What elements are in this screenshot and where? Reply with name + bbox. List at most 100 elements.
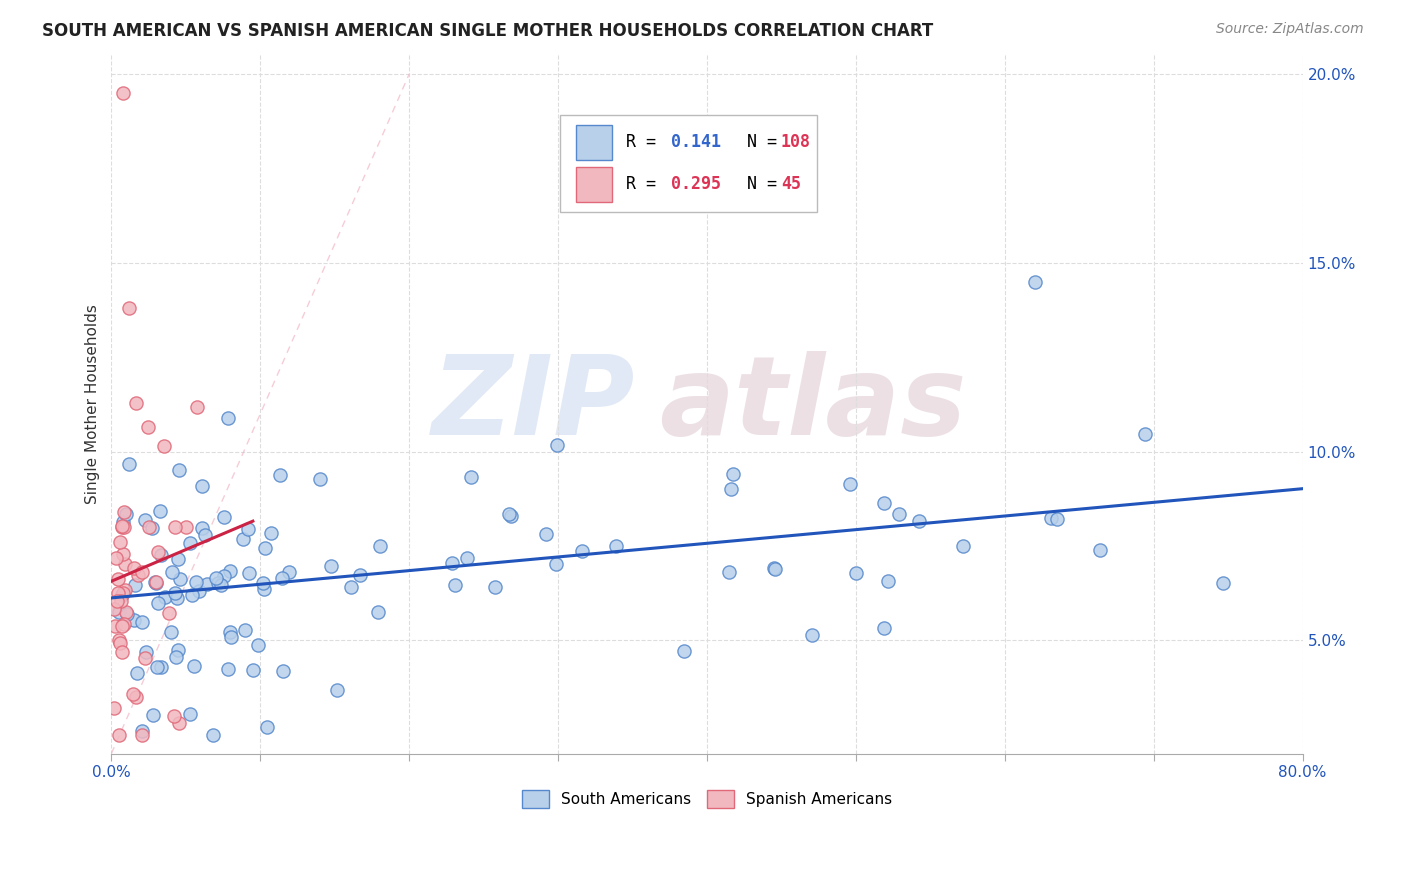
- Point: [112, 86, 135, 100]
- Point: [233, 623, 256, 637]
- Point: [605, 539, 627, 553]
- Point: [1040, 511, 1063, 525]
- Point: [138, 520, 160, 534]
- Point: [253, 541, 276, 556]
- Text: 45: 45: [780, 176, 801, 194]
- Point: [762, 560, 785, 574]
- Point: [326, 682, 349, 697]
- Point: [118, 301, 141, 315]
- Point: [271, 571, 294, 585]
- Point: [534, 526, 557, 541]
- Point: [125, 690, 148, 704]
- Point: [135, 645, 157, 659]
- Point: [183, 658, 205, 673]
- Point: [218, 564, 240, 578]
- Point: [136, 420, 159, 434]
- Point: [108, 636, 131, 650]
- Point: [114, 582, 136, 597]
- Point: [839, 477, 862, 491]
- Text: Source: ZipAtlas.com: Source: ZipAtlas.com: [1216, 22, 1364, 37]
- Point: [179, 535, 201, 549]
- Point: [349, 568, 371, 582]
- Point: [150, 660, 173, 674]
- Point: [112, 617, 135, 632]
- Point: [111, 520, 134, 534]
- Point: [124, 613, 146, 627]
- Point: [1212, 576, 1234, 591]
- Point: [103, 701, 125, 715]
- Point: [444, 578, 467, 592]
- Point: [165, 586, 187, 600]
- Point: [260, 526, 283, 541]
- Point: [873, 621, 896, 635]
- Text: ZIP: ZIP: [432, 351, 636, 458]
- Point: [174, 520, 197, 534]
- Point: [167, 716, 190, 731]
- Point: [111, 618, 134, 632]
- Point: [153, 590, 176, 604]
- Point: [166, 643, 188, 657]
- Point: [456, 551, 478, 566]
- Point: [167, 463, 190, 477]
- Point: [207, 575, 229, 590]
- Point: [145, 576, 167, 591]
- Point: [194, 528, 217, 542]
- Point: [112, 505, 135, 519]
- Point: [219, 625, 242, 640]
- Legend: South Americans, Spanish Americans: South Americans, Spanish Americans: [513, 783, 900, 815]
- Point: [157, 606, 180, 620]
- Point: [146, 544, 169, 558]
- Point: [131, 566, 153, 580]
- Point: [131, 728, 153, 742]
- Point: [127, 666, 149, 681]
- Point: [179, 707, 201, 722]
- Point: [201, 728, 224, 742]
- Point: [108, 605, 131, 619]
- Point: [115, 605, 138, 619]
- Point: [718, 566, 741, 580]
- Point: [219, 630, 242, 644]
- Point: [187, 584, 209, 599]
- Point: [127, 568, 149, 582]
- Point: [498, 508, 520, 522]
- Point: [873, 496, 896, 510]
- Point: [104, 550, 127, 565]
- Point: [131, 615, 153, 629]
- Point: [115, 607, 138, 621]
- Point: [111, 516, 134, 530]
- Point: [131, 724, 153, 739]
- Point: [232, 533, 254, 547]
- Point: [134, 513, 156, 527]
- Point: [720, 482, 742, 496]
- Point: [107, 585, 129, 599]
- Text: 0.295: 0.295: [671, 176, 721, 194]
- Point: [111, 587, 134, 601]
- Point: [484, 580, 506, 594]
- Point: [952, 539, 974, 553]
- Point: [141, 521, 163, 535]
- Point: [845, 566, 868, 581]
- Point: [142, 708, 165, 723]
- Point: [271, 664, 294, 678]
- Point: [1133, 426, 1156, 441]
- FancyBboxPatch shape: [561, 114, 817, 212]
- Text: R =: R =: [626, 176, 666, 194]
- Point: [800, 627, 823, 641]
- Point: [191, 521, 214, 535]
- Point: [499, 508, 522, 523]
- Point: [111, 586, 134, 600]
- Point: [186, 400, 208, 414]
- Point: [134, 651, 156, 665]
- Point: [269, 468, 291, 483]
- Point: [277, 565, 299, 579]
- Point: [1046, 512, 1069, 526]
- Text: SOUTH AMERICAN VS SPANISH AMERICAN SINGLE MOTHER HOUSEHOLDS CORRELATION CHART: SOUTH AMERICAN VS SPANISH AMERICAN SINGL…: [42, 22, 934, 40]
- Point: [242, 663, 264, 677]
- Point: [1088, 543, 1111, 558]
- Point: [217, 410, 239, 425]
- Point: [190, 479, 212, 493]
- Point: [181, 588, 204, 602]
- Point: [112, 520, 135, 534]
- Text: atlas: atlas: [659, 351, 967, 458]
- Point: [253, 582, 276, 597]
